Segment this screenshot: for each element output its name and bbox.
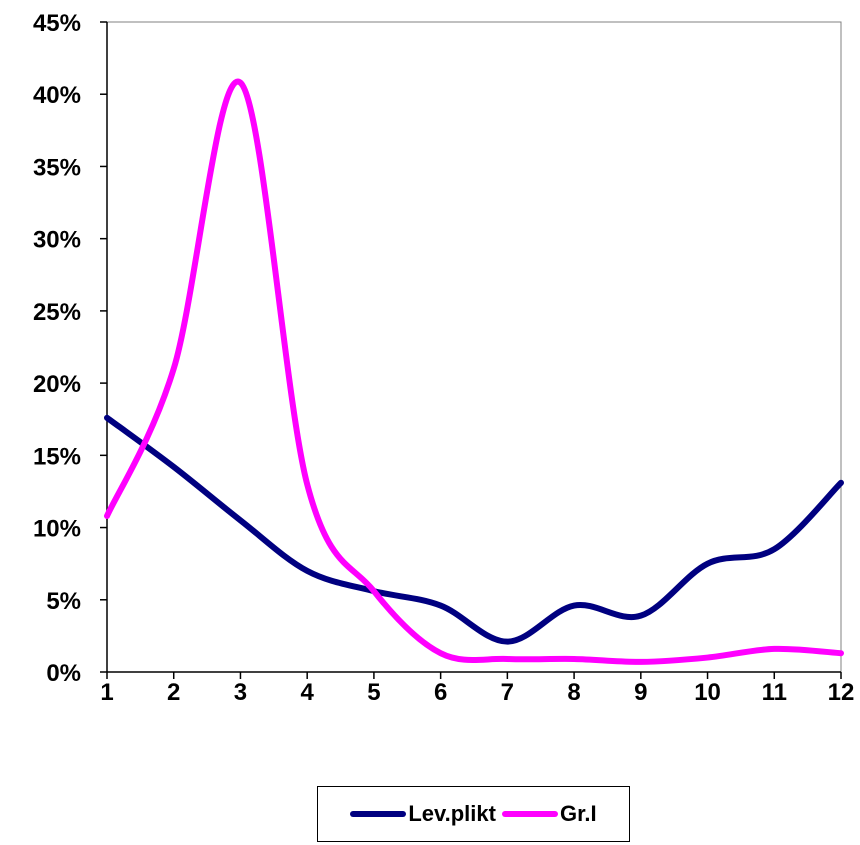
legend-swatch-lev-plikt — [350, 811, 407, 817]
x-tick-label: 10 — [694, 679, 721, 706]
series-lines — [104, 78, 844, 665]
x-tick-label: 12 — [828, 679, 855, 706]
x-tick-label: 4 — [301, 679, 315, 706]
y-tick-label: 30% — [33, 227, 81, 254]
y-tick-label: 20% — [33, 371, 81, 398]
y-tick-label: 35% — [33, 154, 81, 181]
x-tick-label: 2 — [167, 679, 180, 706]
x-tick-label: 11 — [762, 679, 787, 706]
y-tick-label: 10% — [33, 516, 81, 543]
y-tick-label: 5% — [46, 588, 81, 615]
x-axis: 1 2 3 4 5 6 7 8 9 10 11 12 — [100, 671, 855, 706]
x-tick-label: 8 — [567, 679, 580, 706]
x-tick-label: 9 — [634, 679, 647, 706]
x-tick-label: 5 — [367, 679, 380, 706]
y-tick-label: 0% — [46, 660, 81, 687]
plot-area — [106, 21, 842, 673]
x-tick-label: 7 — [501, 679, 514, 706]
legend-swatch-gr-i — [501, 811, 558, 817]
y-tick-label: 25% — [33, 299, 81, 326]
legend-label-gr-i: Gr.I — [559, 801, 597, 826]
y-tick-label: 45% — [33, 10, 81, 37]
series-line-gr-i — [104, 78, 844, 665]
y-axis: 0% 5% 10% 15% 20% 25% 30% 35% 40% 45% — [33, 10, 108, 687]
legend-item-gr-i: Gr.I — [501, 801, 597, 827]
line-chart: 0%5%10%15%20%25%30%35%40%45% 1 2 3 4 5 6 7 8 9 10… — [33, 10, 855, 706]
x-tick-label: 1 — [100, 679, 113, 706]
legend-item-lev-plikt: Lev.plikt — [350, 801, 496, 827]
x-tick-label: 3 — [234, 679, 247, 706]
x-tick-label: 6 — [434, 679, 447, 706]
legend-label-lev-plikt: Lev.plikt — [408, 801, 496, 826]
series-line-lev-plikt — [104, 414, 844, 645]
y-tick-label: 15% — [33, 443, 81, 470]
y-tick-label: 40% — [33, 82, 81, 109]
legend: Lev.plikt Gr.I — [317, 786, 630, 842]
